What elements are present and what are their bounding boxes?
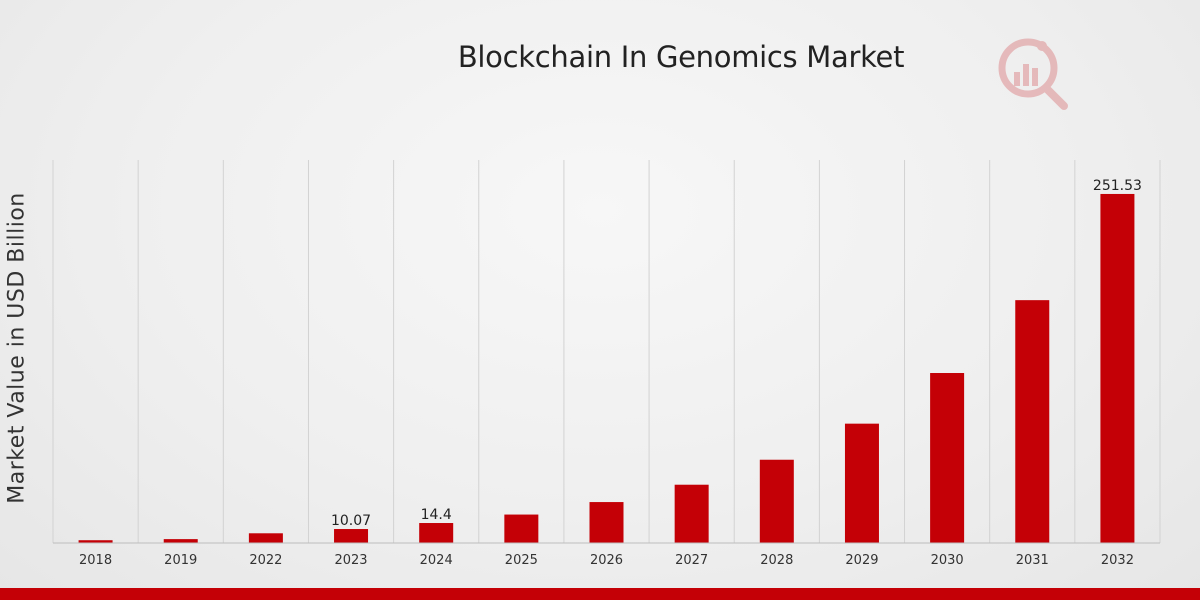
x-tick-labels: 2018 2019 2022 2023 2024 2025 2026 2027 2028 2029… bbox=[79, 553, 1134, 568]
bar-2025 bbox=[504, 514, 539, 543]
bar-2029 bbox=[844, 423, 879, 543]
bar-2028 bbox=[759, 459, 794, 543]
bar-2030 bbox=[930, 373, 965, 543]
x-tick-2022: 2022 bbox=[249, 553, 282, 568]
x-tick-2019: 2019 bbox=[164, 553, 197, 568]
data-label-2023: 10.07 bbox=[331, 513, 371, 529]
bar-2024 bbox=[419, 523, 454, 543]
bar-2031 bbox=[1015, 300, 1050, 543]
bar-2019 bbox=[163, 539, 198, 543]
market-research-logo-icon bbox=[998, 38, 1068, 110]
x-tick-2018: 2018 bbox=[79, 553, 112, 568]
x-tick-2032: 2032 bbox=[1101, 553, 1134, 568]
bar-2018 bbox=[78, 540, 113, 543]
x-tick-2026: 2026 bbox=[590, 553, 623, 568]
x-tick-2025: 2025 bbox=[505, 553, 538, 568]
gridlines bbox=[52, 160, 1161, 543]
bars bbox=[78, 193, 1135, 544]
data-label-2024: 14.4 bbox=[421, 507, 452, 523]
chart-title: Blockchain In Genomics Market bbox=[457, 40, 905, 74]
data-labels: 10.07 14.4 251.53 bbox=[331, 178, 1142, 529]
footer-accent-bar bbox=[0, 588, 1200, 600]
x-tick-2024: 2024 bbox=[420, 553, 453, 568]
x-tick-2023: 2023 bbox=[334, 553, 367, 568]
x-tick-2028: 2028 bbox=[760, 553, 793, 568]
x-tick-2030: 2030 bbox=[931, 553, 964, 568]
bar-2026 bbox=[589, 502, 624, 543]
bar-2027 bbox=[674, 484, 709, 543]
bar-2032 bbox=[1100, 193, 1135, 544]
bar-2022 bbox=[248, 533, 283, 543]
x-tick-2029: 2029 bbox=[845, 553, 878, 568]
bar-2023 bbox=[334, 529, 369, 543]
data-label-2032: 251.53 bbox=[1093, 178, 1142, 194]
x-tick-2027: 2027 bbox=[675, 553, 708, 568]
x-tick-2031: 2031 bbox=[1016, 553, 1049, 568]
